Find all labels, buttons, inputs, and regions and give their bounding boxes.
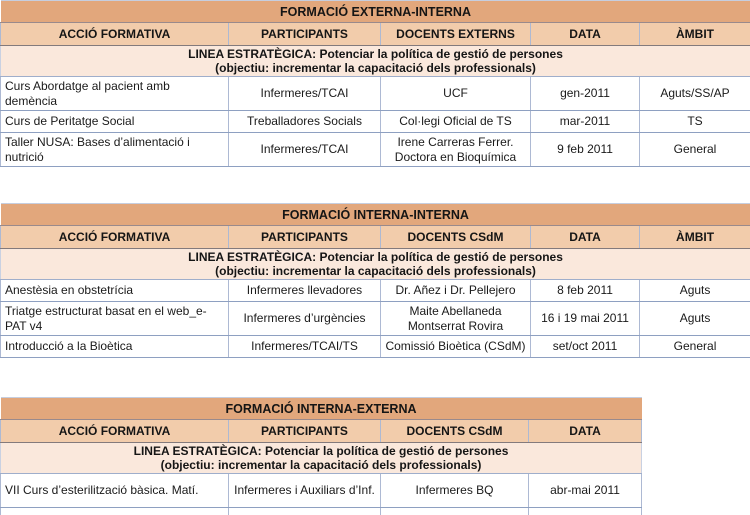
strategy-row: LINEA ESTRATÈGICA: Potenciar la política…: [0, 45, 750, 77]
cell-participants: Infermeres/TCAI: [228, 132, 381, 167]
table-title-row: FORMACIÓ EXTERNA-INTERNA: [0, 0, 750, 23]
table-row: Introducció a la Bioètica Infermeres/TCA…: [0, 335, 750, 358]
cell-accio: Introducció a la Bioètica: [0, 335, 229, 358]
strategy-line-2: (objectiu: incrementar la capacitació de…: [215, 264, 536, 278]
cell-participants: Infermeres i Auxiliars d’Inf.: [228, 507, 381, 515]
cell-ambit: TS: [638, 110, 750, 133]
table-title: FORMACIÓ EXTERNA-INTERNA: [0, 0, 750, 23]
cell-accio: Curs de Peritatge Social: [0, 110, 229, 133]
cell-data: set/oct 2011: [530, 335, 640, 358]
column-header-participants: PARTICIPANTS: [228, 419, 381, 443]
cell-docents: Maite Abellaneda Montserrat Rovira: [380, 301, 531, 336]
cell-accio: VII Curs d’esterilització bàsica. Tarda.: [0, 507, 229, 515]
table-row: Curs de Peritatge Social Treballadores S…: [0, 110, 750, 133]
cell-accio: Curs Abordatge al pacient amb demència: [0, 76, 229, 111]
column-header-accio: ACCIÓ FORMATIVA: [0, 419, 229, 443]
cell-docents: Infermeres BQ: [380, 473, 529, 508]
table-row: VII Curs d’esterilització bàsica. Matí. …: [0, 473, 643, 508]
cell-data: 9 feb 2011: [530, 132, 640, 167]
cell-data: abr-mai 2011: [527, 473, 643, 508]
strategy-banner: LINEA ESTRATÈGICA: Potenciar la política…: [0, 442, 643, 474]
table-row: VII Curs d’esterilització bàsica. Tarda.…: [0, 507, 643, 515]
column-header-accio: ACCIÓ FORMATIVA: [0, 225, 229, 249]
table-header-row: ACCIÓ FORMATIVA PARTICIPANTS DOCENTS CSd…: [0, 225, 750, 249]
column-header-ambit: ÀMBIT: [638, 22, 750, 46]
cell-ambit: Aguts/SS/AP: [638, 76, 750, 111]
column-header-accio: ACCIÓ FORMATIVA: [0, 22, 229, 46]
column-header-data: DATA: [530, 22, 640, 46]
column-header-participants: PARTICIPANTS: [228, 22, 381, 46]
cell-data: mar-2011: [530, 110, 640, 133]
table-title-row: FORMACIÓ INTERNA-EXTERNA: [0, 397, 642, 420]
cell-docents: Infermeres BQ: [380, 507, 529, 515]
table-title: FORMACIÓ INTERNA-INTERNA: [0, 203, 750, 226]
table-formacio-interna-interna: FORMACIÓ INTERNA-INTERNA ACCIÓ FORMATIVA…: [0, 203, 750, 358]
table-formacio-externa-interna: FORMACIÓ EXTERNA-INTERNA ACCIÓ FORMATIVA…: [0, 0, 750, 167]
table-header-row: ACCIÓ FORMATIVA PARTICIPANTS DOCENTS CSd…: [0, 419, 643, 443]
strategy-line-1: LINEA ESTRATÈGICA: Potenciar la política…: [188, 47, 563, 61]
column-header-data: DATA: [527, 419, 643, 443]
cell-participants: Treballadores Socials: [228, 110, 381, 133]
table-row: Curs Abordatge al pacient amb demència I…: [0, 76, 750, 111]
cell-docents: Col·legi Oficial de TS: [380, 110, 531, 133]
cell-participants: Infermeres i Auxiliars d’Inf.: [228, 473, 381, 508]
strategy-line-1: LINEA ESTRATÈGICA: Potenciar la política…: [188, 250, 563, 264]
strategy-line-2: (objectiu: incrementar la capacitació de…: [215, 61, 536, 75]
cell-data: abr-mai 2011: [527, 507, 643, 515]
cell-data: gen-2011: [530, 76, 640, 111]
strategy-banner: LINEA ESTRATÈGICA: Potenciar la política…: [0, 45, 750, 77]
cell-ambit: Aguts: [638, 279, 750, 302]
table-row: Anestèsia en obstetrícia Infermeres llev…: [0, 279, 750, 302]
cell-participants: Infermeres/TCAI: [228, 76, 381, 111]
cell-docents: Dr. Añez i Dr. Pellejero: [380, 279, 531, 302]
column-header-data: DATA: [530, 225, 640, 249]
table-row: Triatge estructurat basat en el web_e-PA…: [0, 301, 750, 336]
cell-docents: Irene Carreras Ferrer. Doctora en Bioquí…: [380, 132, 531, 167]
cell-participants: Infermeres llevadores: [228, 279, 381, 302]
column-header-docents: DOCENTS EXTERNS: [380, 22, 531, 46]
cell-ambit: Aguts: [638, 301, 750, 336]
strategy-row: LINEA ESTRATÈGICA: Potenciar la política…: [0, 248, 750, 280]
strategy-banner: LINEA ESTRATÈGICA: Potenciar la política…: [0, 248, 750, 280]
table-title: FORMACIÓ INTERNA-EXTERNA: [0, 397, 642, 420]
cell-docents: Comissió Bioètica (CSdM): [380, 335, 531, 358]
column-header-ambit: ÀMBIT: [638, 225, 750, 249]
strategy-row: LINEA ESTRATÈGICA: Potenciar la política…: [0, 442, 643, 474]
table-title-row: FORMACIÓ INTERNA-INTERNA: [0, 203, 750, 226]
column-header-participants: PARTICIPANTS: [228, 225, 381, 249]
column-header-docents: DOCENTS CSdM: [380, 419, 529, 443]
cell-participants: Infermeres/TCAI/TS: [228, 335, 381, 358]
cell-ambit: General: [638, 132, 750, 167]
cell-accio: Triatge estructurat basat en el web_e-PA…: [0, 301, 229, 336]
cell-data: 8 feb 2011: [530, 279, 640, 302]
table-header-row: ACCIÓ FORMATIVA PARTICIPANTS DOCENTS EXT…: [0, 22, 750, 46]
column-header-docents: DOCENTS CSdM: [380, 225, 531, 249]
cell-docents: UCF: [380, 76, 531, 111]
strategy-line-1: LINEA ESTRATÈGICA: Potenciar la política…: [133, 444, 509, 458]
cell-participants: Infermeres d’urgències: [228, 301, 381, 336]
table-formacio-interna-externa: FORMACIÓ INTERNA-EXTERNA ACCIÓ FORMATIVA…: [0, 397, 643, 515]
strategy-line-2: (objectiu: incrementar la capacitació de…: [160, 458, 482, 472]
table-row: Taller NUSA: Bases d’alimentació i nutri…: [0, 132, 750, 167]
cell-data: 16 i 19 mai 2011: [530, 301, 640, 336]
cell-accio: Taller NUSA: Bases d’alimentació i nutri…: [0, 132, 229, 167]
cell-accio: Anestèsia en obstetrícia: [0, 279, 229, 302]
cell-ambit: General: [638, 335, 750, 358]
cell-accio: VII Curs d’esterilització bàsica. Matí.: [0, 473, 229, 508]
